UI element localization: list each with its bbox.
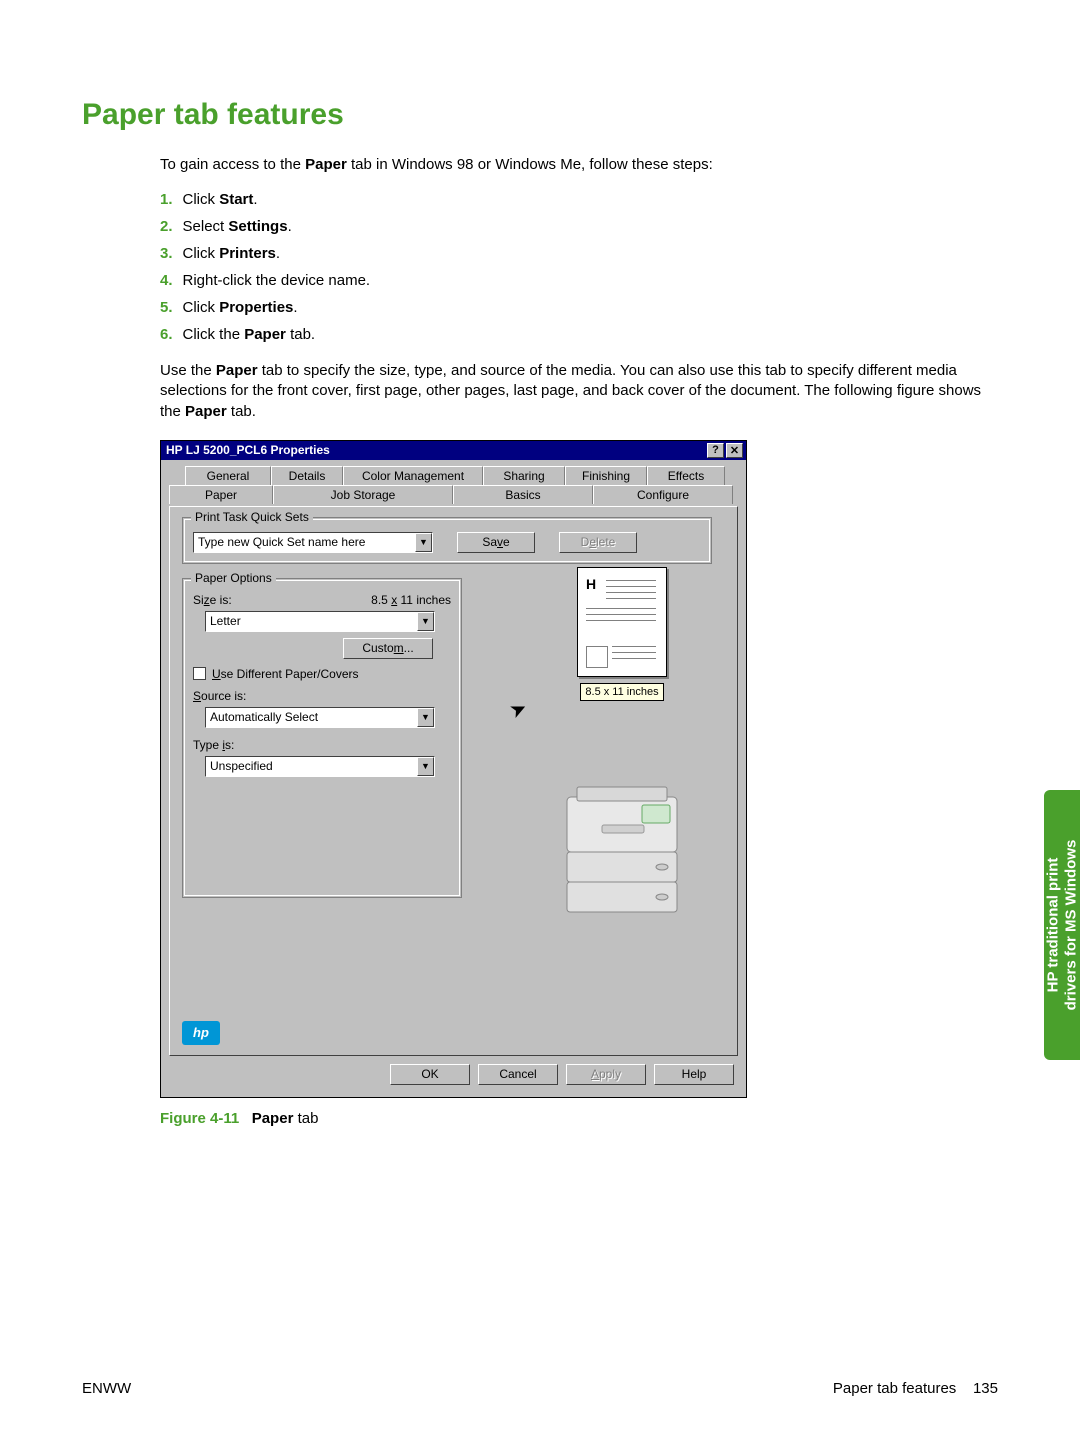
cursor-icon: ➤	[506, 694, 532, 724]
tab-strip: General Details Color Management Sharing…	[169, 466, 738, 506]
save-button[interactable]: Save	[457, 532, 535, 553]
tab-configure[interactable]: Configure	[593, 485, 733, 504]
footer-right: Paper tab features 135	[833, 1380, 998, 1397]
chevron-down-icon: ▼	[417, 612, 434, 631]
tab-color-management[interactable]: Color Management	[343, 466, 483, 485]
dialog-button-row: OK Cancel Apply Help	[169, 1056, 738, 1089]
cancel-button[interactable]: Cancel	[478, 1064, 558, 1085]
quicksets-fieldset: Print Task Quick Sets Type new Quick Set…	[182, 517, 712, 564]
paper-options-legend: Paper Options	[191, 571, 276, 585]
custom-button[interactable]: Custom...	[343, 638, 433, 659]
dialog-titlebar: HP LJ 5200_PCL6 Properties ? ✕	[161, 441, 746, 460]
tab-paper[interactable]: Paper	[169, 485, 273, 504]
dialog-title: HP LJ 5200_PCL6 Properties	[164, 443, 705, 457]
figure-caption: Figure 4-11 Paper tab	[160, 1110, 998, 1127]
help-button[interactable]: Help	[654, 1064, 734, 1085]
step-item: 1.Click Start.	[160, 191, 998, 208]
use-different-label: Use Different Paper/Covers	[212, 667, 359, 681]
chevron-down-icon: ▼	[417, 708, 434, 727]
delete-button: Delete	[559, 532, 637, 553]
checkbox-icon	[193, 667, 206, 680]
tab-panel: Print Task Quick Sets Type new Quick Set…	[169, 506, 738, 1056]
preview-region: H 8.5 x 11	[547, 567, 697, 701]
tab-basics[interactable]: Basics	[453, 485, 593, 504]
figure-container: HP LJ 5200_PCL6 Properties ? ✕ General D…	[160, 440, 998, 1127]
page-heading: Paper tab features	[82, 98, 998, 132]
section-side-tab: HP traditional print drivers for MS Wind…	[1044, 790, 1080, 1060]
tab-effects[interactable]: Effects	[647, 466, 725, 485]
hp-logo-icon: hp	[182, 1021, 220, 1045]
step-item: 4.Right-click the device name.	[160, 272, 998, 289]
quickset-combo[interactable]: Type new Quick Set name here ▼	[193, 532, 433, 553]
close-titlebar-button[interactable]: ✕	[726, 443, 743, 458]
step-item: 6.Click the Paper tab.	[160, 326, 998, 343]
tab-details[interactable]: Details	[271, 466, 343, 485]
step-item: 2.Select Settings.	[160, 218, 998, 235]
chevron-down-icon: ▼	[415, 533, 432, 552]
quicksets-legend: Print Task Quick Sets	[191, 510, 313, 524]
type-combo[interactable]: Unspecified ▼	[205, 756, 435, 777]
step-item: 5.Click Properties.	[160, 299, 998, 316]
type-label: Type is:	[193, 738, 451, 752]
help-titlebar-button[interactable]: ?	[707, 443, 724, 458]
use-different-checkbox[interactable]: Use Different Paper/Covers	[193, 667, 451, 681]
tab-general[interactable]: General	[185, 466, 271, 485]
properties-dialog: HP LJ 5200_PCL6 Properties ? ✕ General D…	[160, 440, 747, 1098]
ok-button[interactable]: OK	[390, 1064, 470, 1085]
page-footer: ENWW Paper tab features 135	[82, 1380, 998, 1397]
usage-paragraph: Use the Paper tab to specify the size, t…	[160, 361, 998, 422]
step-item: 3.Click Printers.	[160, 245, 998, 262]
chevron-down-icon: ▼	[417, 757, 434, 776]
printer-image	[547, 777, 697, 927]
preview-size-label: 8.5 x 11 inches	[580, 683, 663, 701]
apply-button: Apply	[566, 1064, 646, 1085]
source-combo[interactable]: Automatically Select ▼	[205, 707, 435, 728]
intro-text: To gain access to the Paper tab in Windo…	[160, 156, 998, 173]
size-combo[interactable]: Letter ▼	[205, 611, 435, 632]
tab-finishing[interactable]: Finishing	[565, 466, 647, 485]
footer-left: ENWW	[82, 1380, 131, 1397]
steps-list: 1.Click Start. 2.Select Settings. 3.Clic…	[160, 191, 998, 343]
paper-options-fieldset: Paper Options Size is: 8.5 x 11 inches L…	[182, 578, 462, 898]
tab-job-storage[interactable]: Job Storage	[273, 485, 453, 504]
source-label: Source is:	[193, 689, 451, 703]
tab-sharing[interactable]: Sharing	[483, 466, 565, 485]
size-label: Size is:	[193, 593, 232, 607]
size-info: 8.5 x 11 inches	[371, 593, 451, 607]
page-preview-icon: H	[577, 567, 667, 677]
